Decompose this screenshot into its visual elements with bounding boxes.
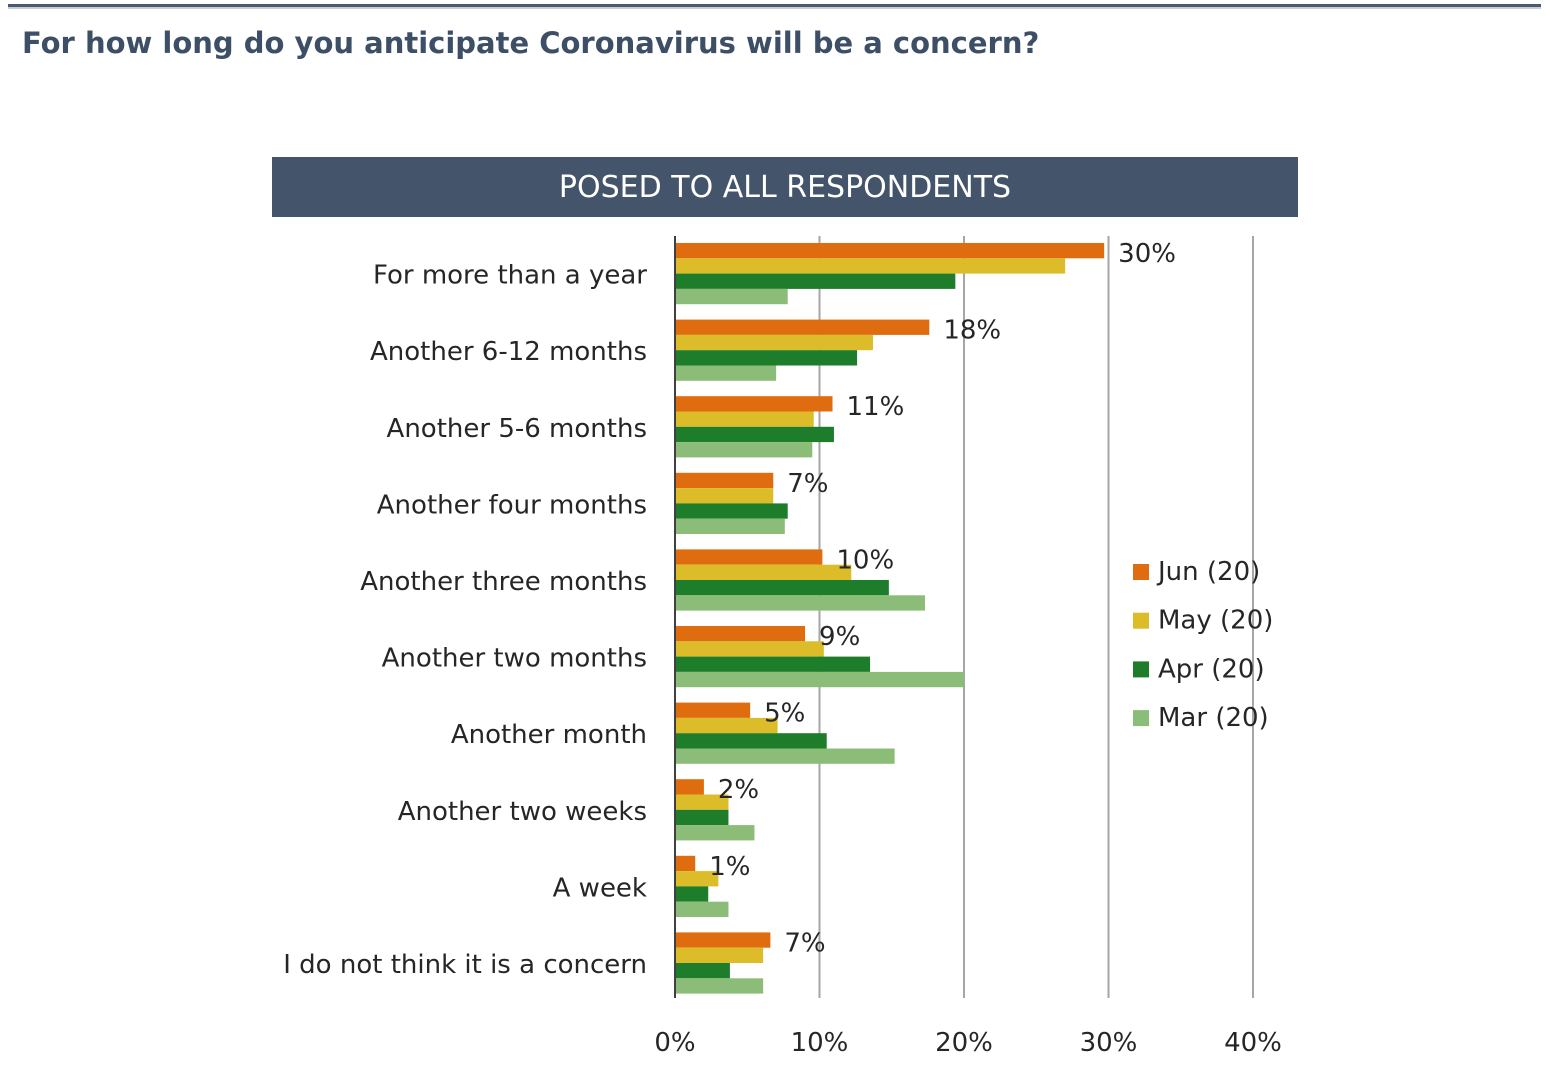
bar-apr [675,273,956,289]
bar-apr [675,350,858,366]
bar-apr [675,580,889,596]
bar-jun [675,626,806,642]
category-label: Another three months [360,567,647,597]
bar-mar [675,978,764,994]
data-label: 7% [784,928,825,958]
bar-jun [675,702,751,718]
bar-apr [675,733,827,749]
category-label: A week [553,873,647,903]
legend-label: Apr (20) [1158,654,1265,684]
bar-apr [675,809,729,826]
bar-apr [675,886,709,902]
banner-label: POSED TO ALL RESPONDENTS [558,169,1012,205]
bar-may [675,717,778,734]
bar-may [675,488,774,504]
legend-label: Mar (20) [1158,703,1269,733]
category-label: Another four months [377,490,647,520]
bar-apr [675,656,871,672]
bar-may [675,411,814,427]
bar-may [675,641,824,657]
data-label: 10% [836,545,894,575]
bar-mar [675,901,729,917]
bar-apr [675,503,788,519]
x-tick-label: 10% [791,1028,849,1058]
top-rule [8,4,1541,7]
category-label: Another 5-6 months [387,414,647,444]
x-tick-label: 20% [935,1028,993,1058]
category-label: I do not think it is a concern [283,950,647,980]
bar-apr [675,426,834,443]
banner: POSED TO ALL RESPONDENTS [272,157,1298,217]
bar-mar [675,442,813,458]
bar-mar [675,595,925,611]
bar-mar [675,288,788,305]
bar-jun [675,243,1105,259]
category-label: Another two weeks [398,797,647,827]
legend-swatch-mar [1133,710,1149,727]
bar-jun [675,549,823,565]
data-label: 2% [718,775,759,805]
legend-label: May (20) [1158,606,1273,636]
category-label: Another month [451,720,647,750]
bar-apr [675,963,730,979]
bar-mar [675,748,895,764]
bar-mar [675,825,755,841]
bar-jun [675,932,771,948]
bar-jun [675,319,930,335]
data-label: 7% [787,469,828,499]
data-label: 11% [847,392,905,422]
top-rule-shadow [8,7,1541,9]
data-label: 30% [1118,239,1176,269]
data-label: 5% [764,699,805,729]
x-tick-label: 0% [654,1028,695,1058]
legend-swatch-jun [1133,564,1149,580]
data-label: 1% [709,852,750,882]
data-label: 9% [819,622,860,652]
category-label: For more than a year [373,261,647,291]
category-label: Another two months [382,644,647,674]
legend-swatch-apr [1133,661,1149,678]
bar-mar [675,518,785,534]
bar-may [675,334,873,351]
bar-jun [675,472,774,489]
legend-swatch-may [1133,612,1149,629]
bar-may [675,564,852,580]
bar-may [675,258,1066,274]
bar-may [675,871,719,887]
bar-jun [675,396,833,412]
category-label: Another 6-12 months [370,337,647,367]
x-tick-label: 40% [1224,1028,1282,1058]
page-title: For how long do you anticipate Coronavir… [22,26,1040,60]
x-tick-label: 30% [1080,1028,1138,1058]
bar-jun [675,779,704,795]
bar-jun [675,855,696,872]
bar-may [675,947,764,963]
data-label: 18% [943,316,1001,346]
bar-mar [675,671,964,688]
bar-may [675,794,729,810]
bar-mar [675,365,777,381]
legend-label: Jun (20) [1156,557,1260,587]
